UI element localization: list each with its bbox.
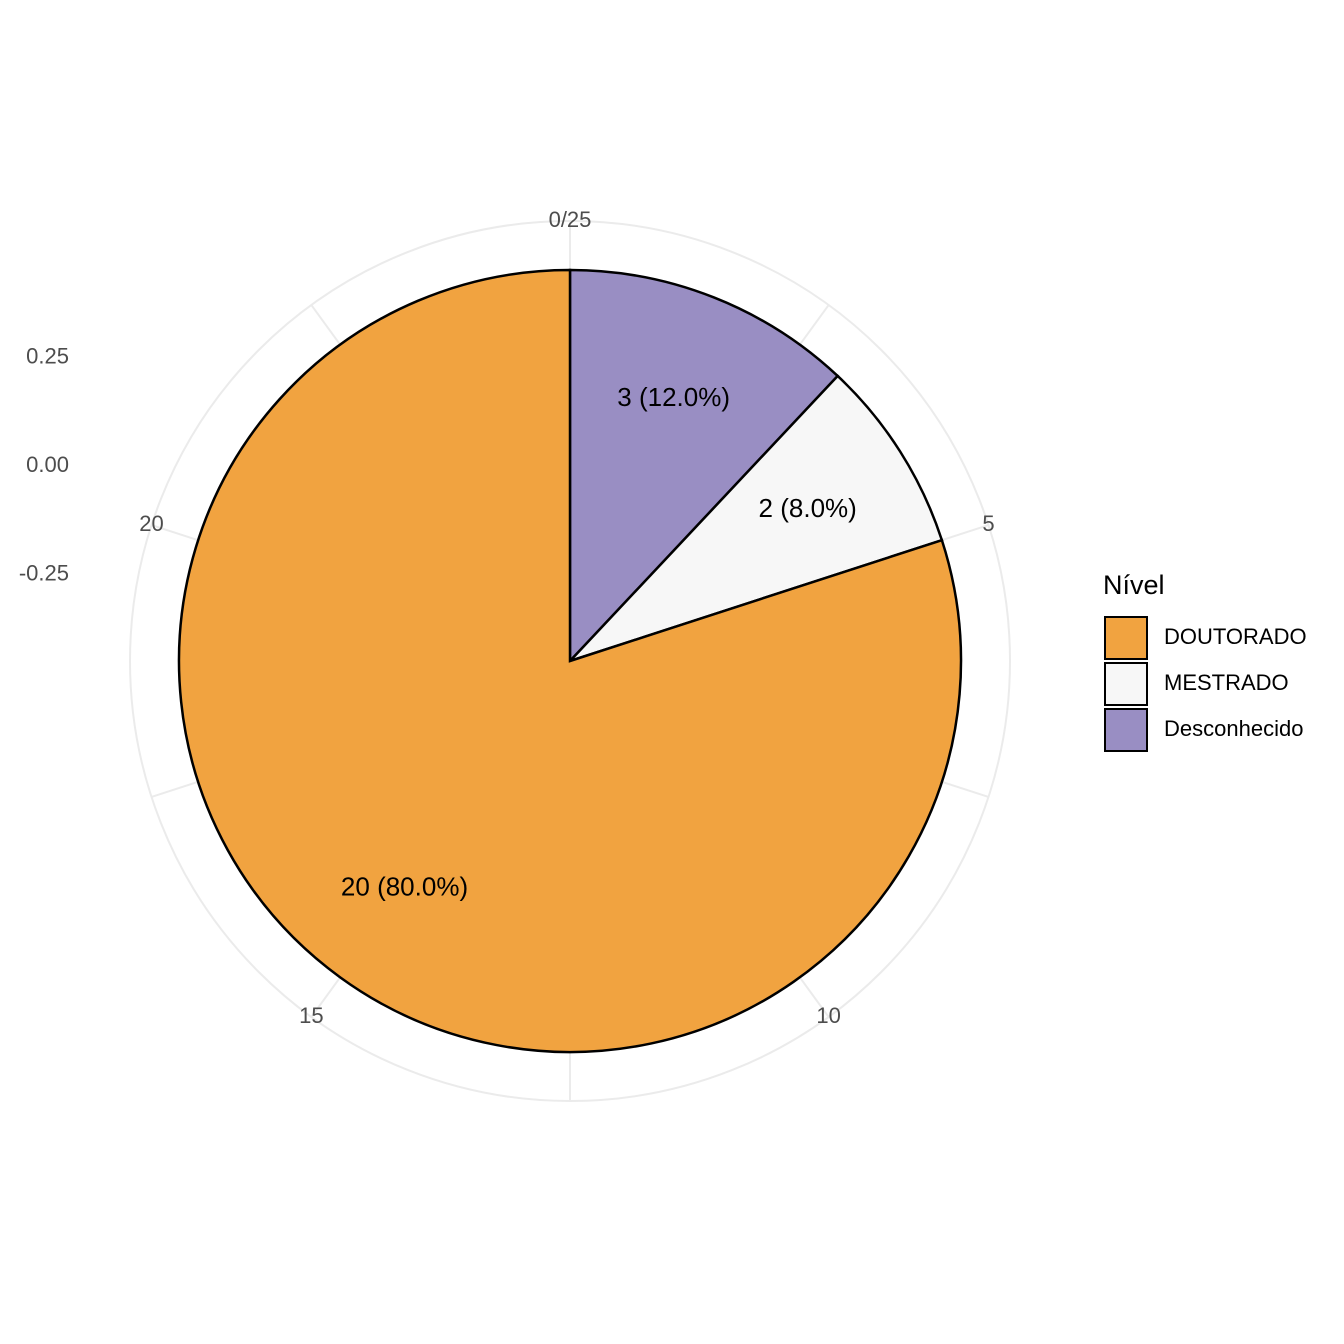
x-tick-label: 10: [816, 1003, 840, 1028]
legend-title: Nível: [1103, 570, 1165, 600]
value-label: 3 (12.0%): [617, 382, 730, 412]
labels: 0/25 5 10 15 20 -0.25 0.00 0.25 3 (12.0%) 2 (8.0%…: [19, 207, 995, 1028]
x-tick-label: 20: [139, 511, 163, 536]
value-label: 2 (8.0%): [759, 493, 857, 523]
x-tick-label: 5: [982, 511, 994, 536]
legend-label: DOUTORADO: [1164, 624, 1307, 649]
x-tick-label: 15: [299, 1003, 323, 1028]
legend-key: [1104, 662, 1148, 706]
pie-slice: [569, 374, 944, 663]
x-tick-label: 0/25: [549, 207, 592, 232]
slices: [177, 268, 963, 1054]
legend-label: Desconhecido: [1164, 716, 1303, 741]
pie-slice: [568, 268, 840, 665]
value-label: 20 (80.0%): [341, 872, 468, 902]
legend-key: [1104, 708, 1148, 752]
legend-label: MESTRADO: [1164, 670, 1289, 695]
legend: DOUTORADO MESTRADO Desconhecido: [1104, 616, 1307, 752]
y-tick-label: 0.00: [26, 452, 69, 477]
y-tick-label: -0.25: [19, 560, 69, 585]
legend-key: [1104, 616, 1148, 660]
y-tick-label: 0.25: [26, 343, 69, 368]
pie-slice: [177, 268, 963, 1054]
